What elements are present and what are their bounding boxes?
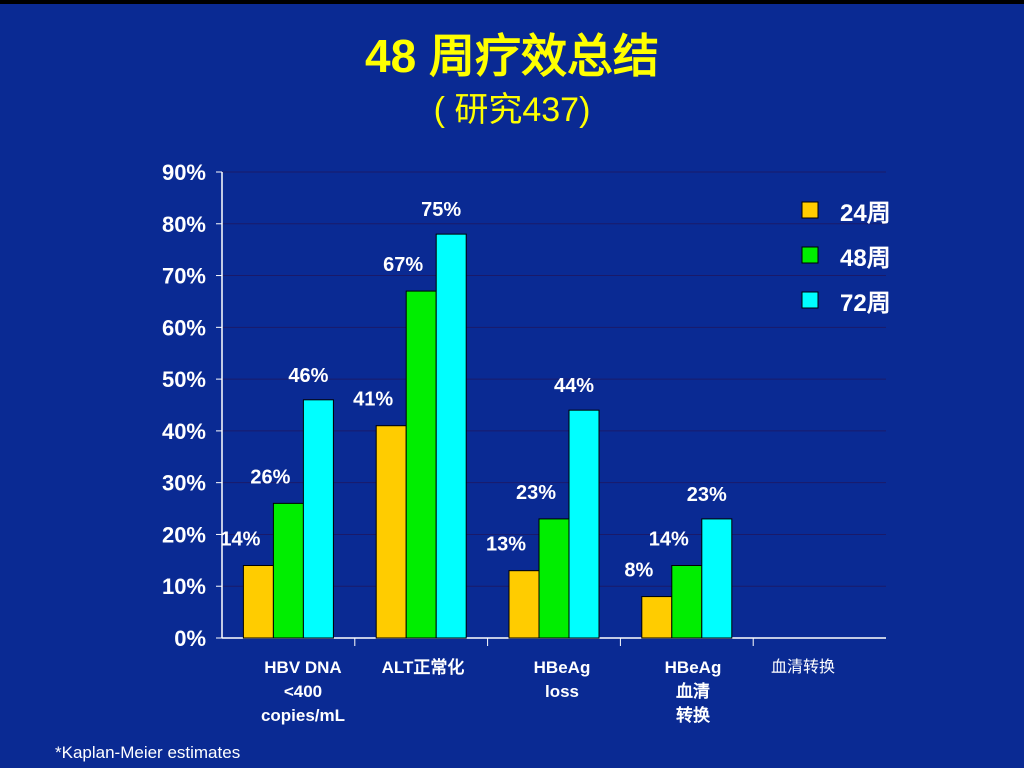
x-category-label: HBeAg 血清转换 bbox=[633, 656, 753, 728]
data-label: 14% bbox=[649, 529, 689, 551]
x-category-line: HBeAg bbox=[533, 658, 591, 677]
x-category-line: 转换 bbox=[676, 706, 710, 725]
legend-swatch-1 bbox=[801, 246, 819, 264]
x-category-line: <400 bbox=[283, 682, 323, 701]
x-category-label: HBV DNA <400 copies/mL bbox=[243, 656, 363, 728]
x-category-line: HBeAg bbox=[664, 658, 722, 677]
data-label: 41% bbox=[353, 389, 393, 411]
y-tick-label: 40% bbox=[162, 419, 206, 444]
x-category-line: 血清 bbox=[676, 682, 710, 701]
bar-1-2 bbox=[538, 518, 570, 639]
top-border bbox=[0, 0, 1024, 4]
x-category-line: HBV DNA bbox=[264, 658, 342, 677]
x-category-label: 血清转换 bbox=[743, 656, 863, 680]
data-label: 23% bbox=[687, 484, 727, 506]
slide-title: 48 周疗效总结 bbox=[365, 30, 659, 82]
x-category-line: copies/mL bbox=[260, 706, 346, 725]
x-category-label: HBeAg loss bbox=[502, 656, 622, 704]
y-tick-label: 80% bbox=[162, 212, 206, 237]
bar-0-1 bbox=[375, 425, 407, 639]
bar-2-1 bbox=[435, 233, 467, 639]
data-label: 75% bbox=[421, 199, 461, 221]
bar-0-2 bbox=[508, 570, 540, 639]
y-tick-label: 60% bbox=[162, 315, 206, 340]
bar-2-0 bbox=[302, 399, 334, 639]
y-tick-label: 50% bbox=[162, 367, 206, 392]
data-label: 46% bbox=[288, 365, 328, 387]
x-category-label: ALT正常化 bbox=[363, 656, 483, 680]
data-label: 13% bbox=[486, 534, 526, 556]
data-label: 67% bbox=[383, 254, 423, 276]
y-tick-label: 70% bbox=[162, 264, 206, 289]
bar-0-3 bbox=[641, 596, 673, 639]
footnote: *Kaplan-Meier estimates bbox=[55, 743, 241, 762]
y-tick-label: 0% bbox=[174, 626, 206, 651]
slide-subtitle: ( 研究437) bbox=[433, 91, 591, 129]
data-label: 23% bbox=[516, 482, 556, 504]
data-label: 8% bbox=[624, 560, 653, 582]
y-tick-label: 10% bbox=[162, 574, 206, 599]
bar-1-3 bbox=[671, 565, 703, 639]
bar-2-2 bbox=[568, 409, 600, 639]
y-tick-label: 20% bbox=[162, 522, 206, 547]
legend-label-0: 24周 bbox=[840, 200, 891, 227]
bar-1-1 bbox=[405, 290, 437, 639]
data-label: 26% bbox=[250, 466, 290, 488]
x-category-line: ALT正常化 bbox=[381, 658, 465, 677]
legend-label-2: 72周 bbox=[840, 290, 891, 317]
data-label: 14% bbox=[220, 529, 260, 551]
legend-swatch-2 bbox=[801, 291, 819, 309]
x-category-line: loss bbox=[544, 682, 580, 701]
bar-2-3 bbox=[701, 518, 733, 639]
data-label: 44% bbox=[554, 375, 594, 397]
x-category-line: 血清转换 bbox=[770, 659, 835, 676]
legend-swatch-0 bbox=[801, 201, 819, 219]
legend-label-1: 48周 bbox=[840, 245, 891, 272]
bar-1-0 bbox=[272, 502, 304, 639]
y-tick-label: 90% bbox=[162, 160, 206, 185]
bar-0-0 bbox=[242, 565, 274, 639]
y-tick-label: 30% bbox=[162, 471, 206, 496]
